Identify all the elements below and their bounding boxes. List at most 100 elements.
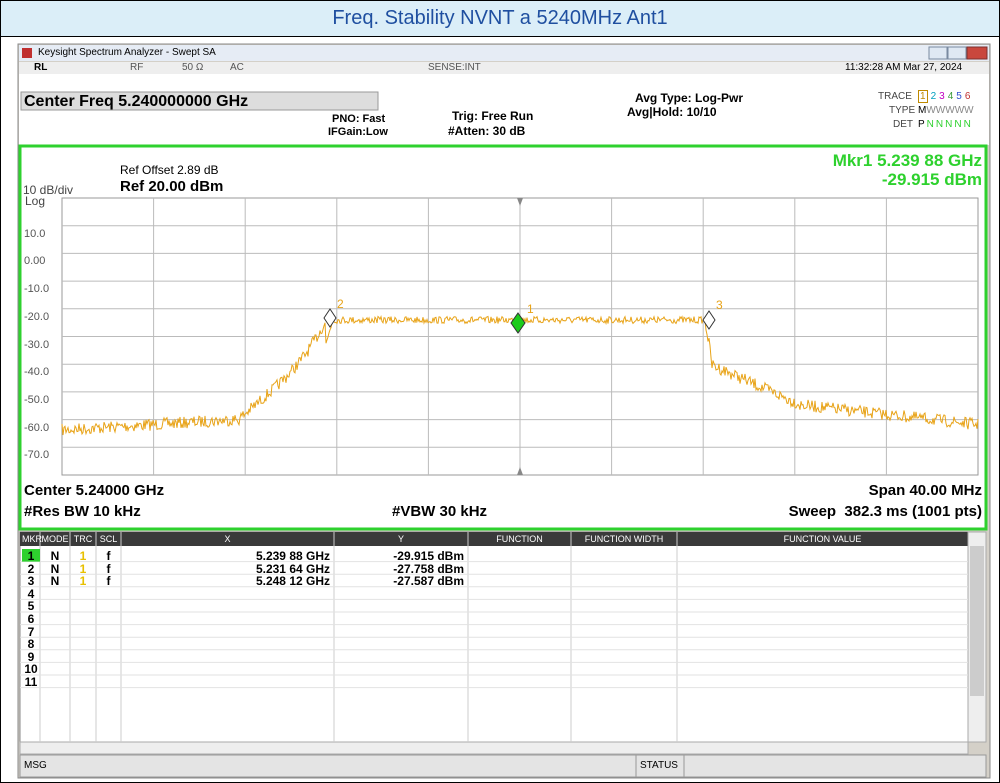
selected-cell bbox=[22, 549, 40, 562]
type-value: W bbox=[964, 105, 974, 116]
cell-mode: N bbox=[50, 574, 60, 589]
impedance: 50 Ω bbox=[182, 62, 204, 73]
status-strip bbox=[19, 62, 989, 74]
column-header: MODE bbox=[41, 534, 69, 544]
trace-number: 6 bbox=[964, 91, 971, 102]
cell-y: -27.587 dBm bbox=[393, 574, 464, 589]
trig: Trig: Free Run bbox=[452, 109, 534, 123]
center-freq-box bbox=[20, 91, 379, 111]
banner-title: Freq. Stability NVNT a 5240MHz Ant1 bbox=[332, 7, 668, 29]
ref-level: Ref 20.00 dBm bbox=[120, 178, 224, 195]
cell-mkr: 3 bbox=[27, 574, 35, 589]
datetime: 11:32:28 AM Mar 27, 2024 bbox=[845, 62, 963, 73]
cell-mkr: 9 bbox=[27, 649, 35, 664]
column-header: FUNCTION bbox=[496, 534, 543, 544]
scale-type: Log bbox=[25, 194, 46, 208]
cell-mkr: 2 bbox=[27, 561, 35, 576]
column-header: SCL bbox=[99, 534, 118, 544]
cell-mkr: 8 bbox=[27, 637, 35, 652]
type-value: W bbox=[935, 105, 946, 116]
footer-bar bbox=[19, 754, 987, 778]
cell-y: -27.758 dBm bbox=[393, 561, 464, 576]
y-label: -10.0 bbox=[24, 283, 50, 296]
cell-scl: f bbox=[106, 549, 111, 563]
sweep: Sweep 382.3 ms (1001 pts) bbox=[788, 503, 982, 520]
type-values: MWWWWW bbox=[918, 106, 974, 116]
type-value: W bbox=[945, 105, 955, 116]
y-label: -20.0 bbox=[24, 310, 50, 323]
cell-mode: N bbox=[50, 561, 60, 576]
det-value: N bbox=[963, 119, 971, 130]
window-title: Keysight Spectrum Analyzer - Swept SA bbox=[38, 47, 216, 58]
cell-mkr: 11 bbox=[24, 675, 38, 689]
center-marker-top bbox=[517, 198, 523, 206]
marker-label: 1 bbox=[527, 302, 534, 316]
close-button[interactable] bbox=[966, 46, 988, 60]
y-label: -50.0 bbox=[24, 393, 50, 406]
cell-mkr: 1 bbox=[27, 549, 35, 563]
title-bar bbox=[19, 45, 989, 61]
coupling: AC bbox=[230, 62, 244, 73]
marker-readout-level: -29.915 dBm bbox=[881, 170, 982, 189]
ifgain: IFGain:Low bbox=[328, 126, 388, 138]
y-label: -30.0 bbox=[24, 338, 50, 351]
cell-trc: 1 bbox=[79, 561, 87, 576]
maximize-button[interactable] bbox=[947, 46, 967, 60]
cell-y: -29.915 dBm bbox=[393, 549, 464, 563]
span: Span 40.00 MHz bbox=[868, 482, 982, 499]
y-label: 10.0 bbox=[24, 227, 46, 240]
trace-number: 3 bbox=[939, 91, 945, 102]
det-label: DET bbox=[893, 119, 913, 130]
avg-hold: Avg|Hold: 10/10 bbox=[627, 105, 717, 119]
det-value: N bbox=[954, 119, 962, 130]
det-value: N bbox=[935, 119, 944, 130]
trace-number: 2 bbox=[930, 91, 937, 102]
cell-mkr: 4 bbox=[27, 586, 35, 601]
banner-bg bbox=[1, 1, 999, 36]
ref-offset: Ref Offset 2.89 dB bbox=[120, 163, 219, 177]
cell-x: 5.231 64 GHz bbox=[255, 561, 330, 576]
column-header: Y bbox=[397, 534, 404, 544]
trace-label: TRACE bbox=[878, 91, 912, 102]
cell-mkr: 7 bbox=[27, 624, 35, 639]
trace-number: 1 bbox=[918, 90, 928, 103]
app-icon bbox=[22, 48, 32, 58]
type-label: TYPE bbox=[889, 105, 916, 116]
det-value: P bbox=[918, 119, 925, 130]
cell-trc: 1 bbox=[79, 574, 87, 589]
column-header: X bbox=[224, 534, 231, 544]
det-value: N bbox=[926, 119, 934, 130]
vbw: #VBW 30 kHz bbox=[392, 503, 488, 520]
cell-mkr: 6 bbox=[27, 612, 35, 626]
y-label: -60.0 bbox=[24, 421, 50, 434]
cell-mkr: 10 bbox=[24, 662, 38, 677]
h-scrollbar[interactable] bbox=[19, 741, 969, 755]
scroll-thumb[interactable] bbox=[970, 546, 984, 696]
cell-trc: 1 bbox=[79, 549, 87, 563]
marker-readout-freq: Mkr1 5.239 88 GHz bbox=[832, 151, 982, 170]
marker-label: 3 bbox=[716, 298, 723, 312]
cell-scl: f bbox=[106, 574, 111, 589]
rf: RF bbox=[130, 62, 144, 73]
type-value: W bbox=[926, 105, 936, 116]
center-marker-bottom bbox=[517, 467, 523, 475]
center: Center 5.24000 GHz bbox=[24, 482, 165, 499]
marker-2 bbox=[323, 308, 337, 328]
cell-x: 5.239 88 GHz bbox=[255, 549, 330, 563]
y-label: 0.00 bbox=[24, 255, 46, 268]
rl: RL bbox=[34, 62, 48, 73]
column-header: MKR bbox=[22, 534, 42, 544]
atten: #Atten: 30 dB bbox=[448, 124, 526, 138]
rbw: #Res BW 10 kHz bbox=[24, 503, 141, 520]
y-label: -40.0 bbox=[24, 366, 50, 379]
minimize-button[interactable] bbox=[928, 46, 948, 60]
trace-number: 4 bbox=[947, 91, 954, 102]
marker-3 bbox=[702, 310, 716, 330]
column-header: FUNCTION VALUE bbox=[783, 534, 862, 544]
pno: PNO: Fast bbox=[332, 113, 386, 125]
cell-mode: N bbox=[50, 549, 60, 563]
marker-1 bbox=[510, 312, 526, 334]
